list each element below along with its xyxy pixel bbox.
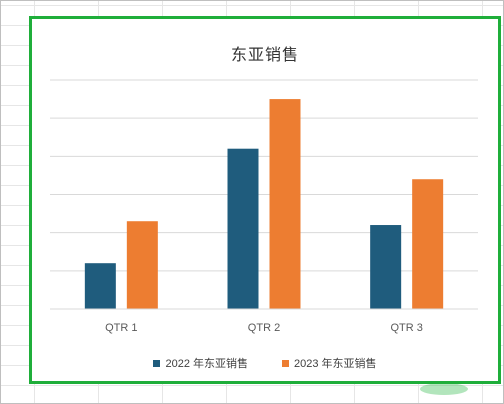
- legend-label-2023: 2023 年东亚销售: [294, 358, 377, 370]
- x-tick-label: QTR 2: [248, 322, 280, 334]
- bars: [84, 99, 444, 309]
- bar-qtr1-series1[interactable]: [84, 263, 116, 309]
- bar-qtr3-series1[interactable]: [370, 225, 402, 309]
- legend-swatch-2023: [282, 359, 289, 367]
- legend-item-2022: 2022 年东亚销售: [153, 355, 248, 371]
- chart-title: 东亚销售: [230, 47, 299, 64]
- legend-label-2022: 2022 年东亚销售: [165, 358, 248, 370]
- plot-area: QTR 1 QTR 2 QTR 3: [50, 79, 478, 334]
- bar-qtr2-series1[interactable]: [227, 148, 259, 309]
- legend-item-2023: 2023 年东亚销售: [282, 355, 377, 371]
- gridlines: [50, 79, 478, 272]
- chart-area[interactable]: 东亚销售 QTR 1 QTR 2 QTR 3 2022 年东亚销售 2023 年东亚…: [29, 16, 501, 384]
- bar-qtr1-series2[interactable]: [126, 221, 158, 309]
- x-tick-label: QTR 1: [105, 322, 137, 334]
- x-tick-label: QTR 3: [390, 322, 422, 334]
- legend-swatch-2022: [153, 359, 161, 367]
- bar-qtr2-series2[interactable]: [269, 99, 301, 309]
- category-axis: QTR 1 QTR 2 QTR 3: [50, 308, 478, 334]
- selection-highlight: [420, 383, 468, 395]
- bar-qtr3-series2[interactable]: [412, 179, 444, 309]
- legend: 2022 年东亚销售 2023 年东亚销售: [32, 355, 498, 371]
